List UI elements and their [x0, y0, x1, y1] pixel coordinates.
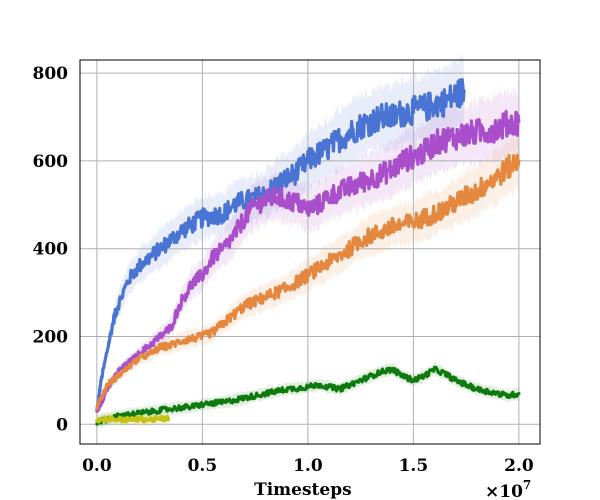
series-line-2: [95, 153, 521, 411]
y-tick-label-4: 800: [33, 64, 69, 84]
series-line-4: [95, 414, 171, 424]
x-tick-label-0: 0.0: [82, 456, 112, 476]
y-tick-label-2: 400: [33, 240, 69, 260]
x-multiplier-exponent: 7: [523, 478, 531, 492]
plot-frame: [79, 59, 541, 445]
x-tick-label-4: 2.0: [504, 456, 534, 476]
series-line-3: [95, 365, 521, 426]
y-tick-label-1: 200: [33, 327, 69, 347]
series-lines: [95, 78, 521, 426]
x-axis-label: Timesteps: [254, 480, 352, 500]
x-multiplier-base: ×10: [485, 482, 523, 500]
x-tick-labels: 0.0 0.5 1.0 1.5 2.0: [82, 456, 534, 476]
x-tick-label-1: 0.5: [188, 456, 218, 476]
series-band-0: [96, 51, 465, 417]
y-tick-label-0: 0: [56, 415, 68, 435]
y-tick-label-3: 600: [33, 152, 69, 172]
x-tick-label-3: 1.5: [399, 456, 429, 476]
x-tick-label-2: 1.0: [293, 456, 323, 476]
x-multiplier-label: ×107: [485, 478, 531, 500]
grid: [80, 60, 540, 444]
series-line-0: [95, 78, 466, 412]
series-line-1: [95, 109, 521, 413]
y-tick-labels: 0 200 400 600 800: [33, 64, 69, 435]
